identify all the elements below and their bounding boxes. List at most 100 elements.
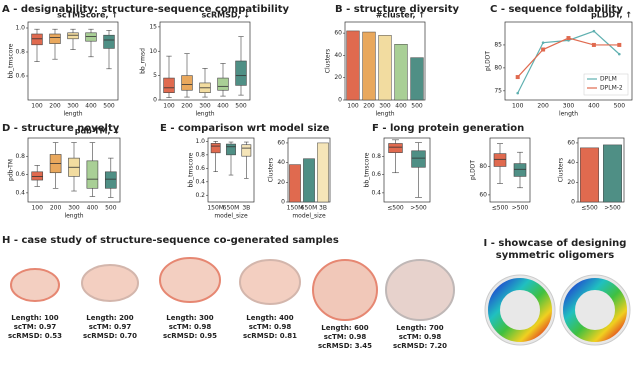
y-tick-label: 0.4 bbox=[371, 189, 381, 196]
y-tick-label: 1.0 bbox=[15, 25, 25, 32]
box bbox=[388, 143, 403, 153]
x-tick-label: 150M bbox=[287, 205, 304, 212]
x-tick-label: 200 bbox=[537, 103, 549, 110]
y-tick-label: 40 bbox=[277, 159, 285, 166]
legend-label: DPLM-2 bbox=[600, 85, 623, 92]
box bbox=[67, 32, 79, 40]
y-tick-label: 0.8 bbox=[15, 49, 25, 56]
annotation: #cluster, ↑ bbox=[376, 11, 425, 20]
bar bbox=[289, 164, 301, 203]
x-tick-label: 400 bbox=[395, 103, 407, 110]
y-tick-label: 85 bbox=[494, 41, 502, 48]
y-tick-label: 10 bbox=[149, 48, 157, 55]
x-tick-label: 3B bbox=[319, 205, 327, 212]
x-tick-label: 400 bbox=[85, 103, 97, 110]
y-axis-label: Clusters bbox=[268, 158, 275, 182]
y-tick-label: 0.8 bbox=[195, 151, 205, 158]
y-tick-label: 5 bbox=[153, 72, 157, 79]
x-tick-label: 100 bbox=[31, 103, 43, 110]
bar bbox=[580, 147, 599, 203]
x-tick-label: 3B bbox=[242, 205, 250, 212]
annotation: pLDDT, ↑ bbox=[591, 11, 632, 20]
case-label: scTM: 0.97 bbox=[89, 323, 132, 331]
y-tick-label: 0.6 bbox=[195, 165, 205, 172]
case-label: Length: 600 bbox=[321, 324, 369, 332]
y-tick-label: 0.8 bbox=[371, 153, 381, 160]
y-tick-label: 20 bbox=[567, 179, 575, 186]
x-axis-label: length bbox=[63, 111, 82, 118]
x-tick-label: 300 bbox=[563, 103, 575, 110]
annotation: scTMScore, ↑ bbox=[57, 11, 118, 20]
x-tick-label: 300 bbox=[67, 103, 79, 110]
x-tick-label: 300 bbox=[199, 103, 211, 110]
case-label: Length: 400 bbox=[246, 314, 294, 322]
panel-title: symmetric oligomers bbox=[496, 250, 615, 261]
chart: 0.4 0.6 0.8 100 200 300 400 500 length pdb-TM pdb-… bbox=[8, 127, 121, 220]
case-label: scRMSD: 0.70 bbox=[83, 332, 137, 340]
y-axis-label: pLDDT bbox=[485, 51, 492, 71]
case-label: Length: 300 bbox=[166, 314, 214, 322]
panel-title: C - sequence foldability bbox=[490, 4, 623, 15]
marker bbox=[541, 41, 545, 44]
bar bbox=[303, 158, 315, 203]
x-tick-label: 400 bbox=[217, 103, 229, 110]
panel-title: H - case study of structure-sequence co-… bbox=[2, 235, 339, 246]
x-tick-label: 650M bbox=[223, 205, 240, 212]
chart: 0 5 10 15 100 200 300 400 500 length bb_rmsd scRMSD… bbox=[140, 11, 251, 118]
y-tick-label: 0 bbox=[281, 199, 285, 206]
x-tick-label: 100 bbox=[31, 205, 43, 212]
case-label: Length: 100 bbox=[11, 314, 59, 322]
box bbox=[163, 77, 175, 93]
chart: 0.6 0.8 1.0 100 200 300 400 500 length bb_tmscore… bbox=[8, 11, 119, 118]
x-tick-label: 200 bbox=[363, 103, 375, 110]
x-tick-label: ≤500 bbox=[581, 205, 598, 212]
x-axis-label: length bbox=[559, 111, 578, 118]
panel-title: B - structure diversity bbox=[335, 4, 460, 15]
panel-title: E - comparison wrt model size bbox=[160, 123, 330, 134]
marker bbox=[516, 91, 519, 95]
x-axis-label: model_size bbox=[214, 213, 248, 220]
y-tick-label: 15 bbox=[149, 23, 157, 30]
y-tick-label: 40 bbox=[567, 159, 575, 166]
panel-title: D - structure novelty bbox=[2, 123, 120, 134]
x-axis-label: length bbox=[195, 111, 214, 118]
y-tick-label: 0.6 bbox=[15, 171, 25, 178]
protein-drawings bbox=[10, 257, 455, 321]
box bbox=[513, 163, 527, 177]
marker bbox=[618, 52, 621, 56]
y-axis-label: bb_tmscore bbox=[188, 152, 195, 187]
y-tick-label: 75 bbox=[494, 87, 502, 94]
y-tick-label: 20 bbox=[277, 179, 285, 186]
bar bbox=[603, 144, 622, 203]
case-label: scTM: 0.98 bbox=[169, 323, 212, 331]
marker bbox=[592, 29, 596, 33]
case-label: scTM: 0.98 bbox=[399, 333, 442, 341]
box bbox=[31, 33, 43, 46]
panel-title: F - long protein generation bbox=[372, 123, 524, 134]
y-tick-label: 0 bbox=[571, 199, 575, 206]
chart: 0 20 40 60 100 200 300 400 500 length Clusters #clu… bbox=[325, 11, 426, 118]
y-tick-label: 0.6 bbox=[15, 73, 25, 80]
y-tick-label: 0.8 bbox=[15, 153, 25, 160]
marker bbox=[566, 36, 571, 41]
chart: 0 20 40 60 ≤500 >500 Clusters bbox=[558, 137, 625, 212]
case-label: scRMSD: 3.45 bbox=[318, 342, 372, 350]
box bbox=[210, 143, 221, 154]
bar bbox=[362, 31, 376, 101]
panel-title: A - designability: structure-sequence co… bbox=[2, 4, 290, 15]
box bbox=[241, 144, 252, 157]
y-tick-label: 60 bbox=[277, 139, 285, 146]
case-label: scRMSD: 0.81 bbox=[243, 332, 297, 340]
case-label: scRMSD: 0.95 bbox=[163, 332, 217, 340]
x-tick-label: 300 bbox=[379, 103, 391, 110]
y-tick-label: 80 bbox=[479, 163, 487, 170]
y-tick-label: 0.4 bbox=[15, 189, 25, 196]
y-tick-label: 0.2 bbox=[195, 192, 205, 199]
y-tick-label: 60 bbox=[334, 30, 342, 37]
x-tick-label: 200 bbox=[49, 103, 61, 110]
bar bbox=[394, 44, 408, 101]
